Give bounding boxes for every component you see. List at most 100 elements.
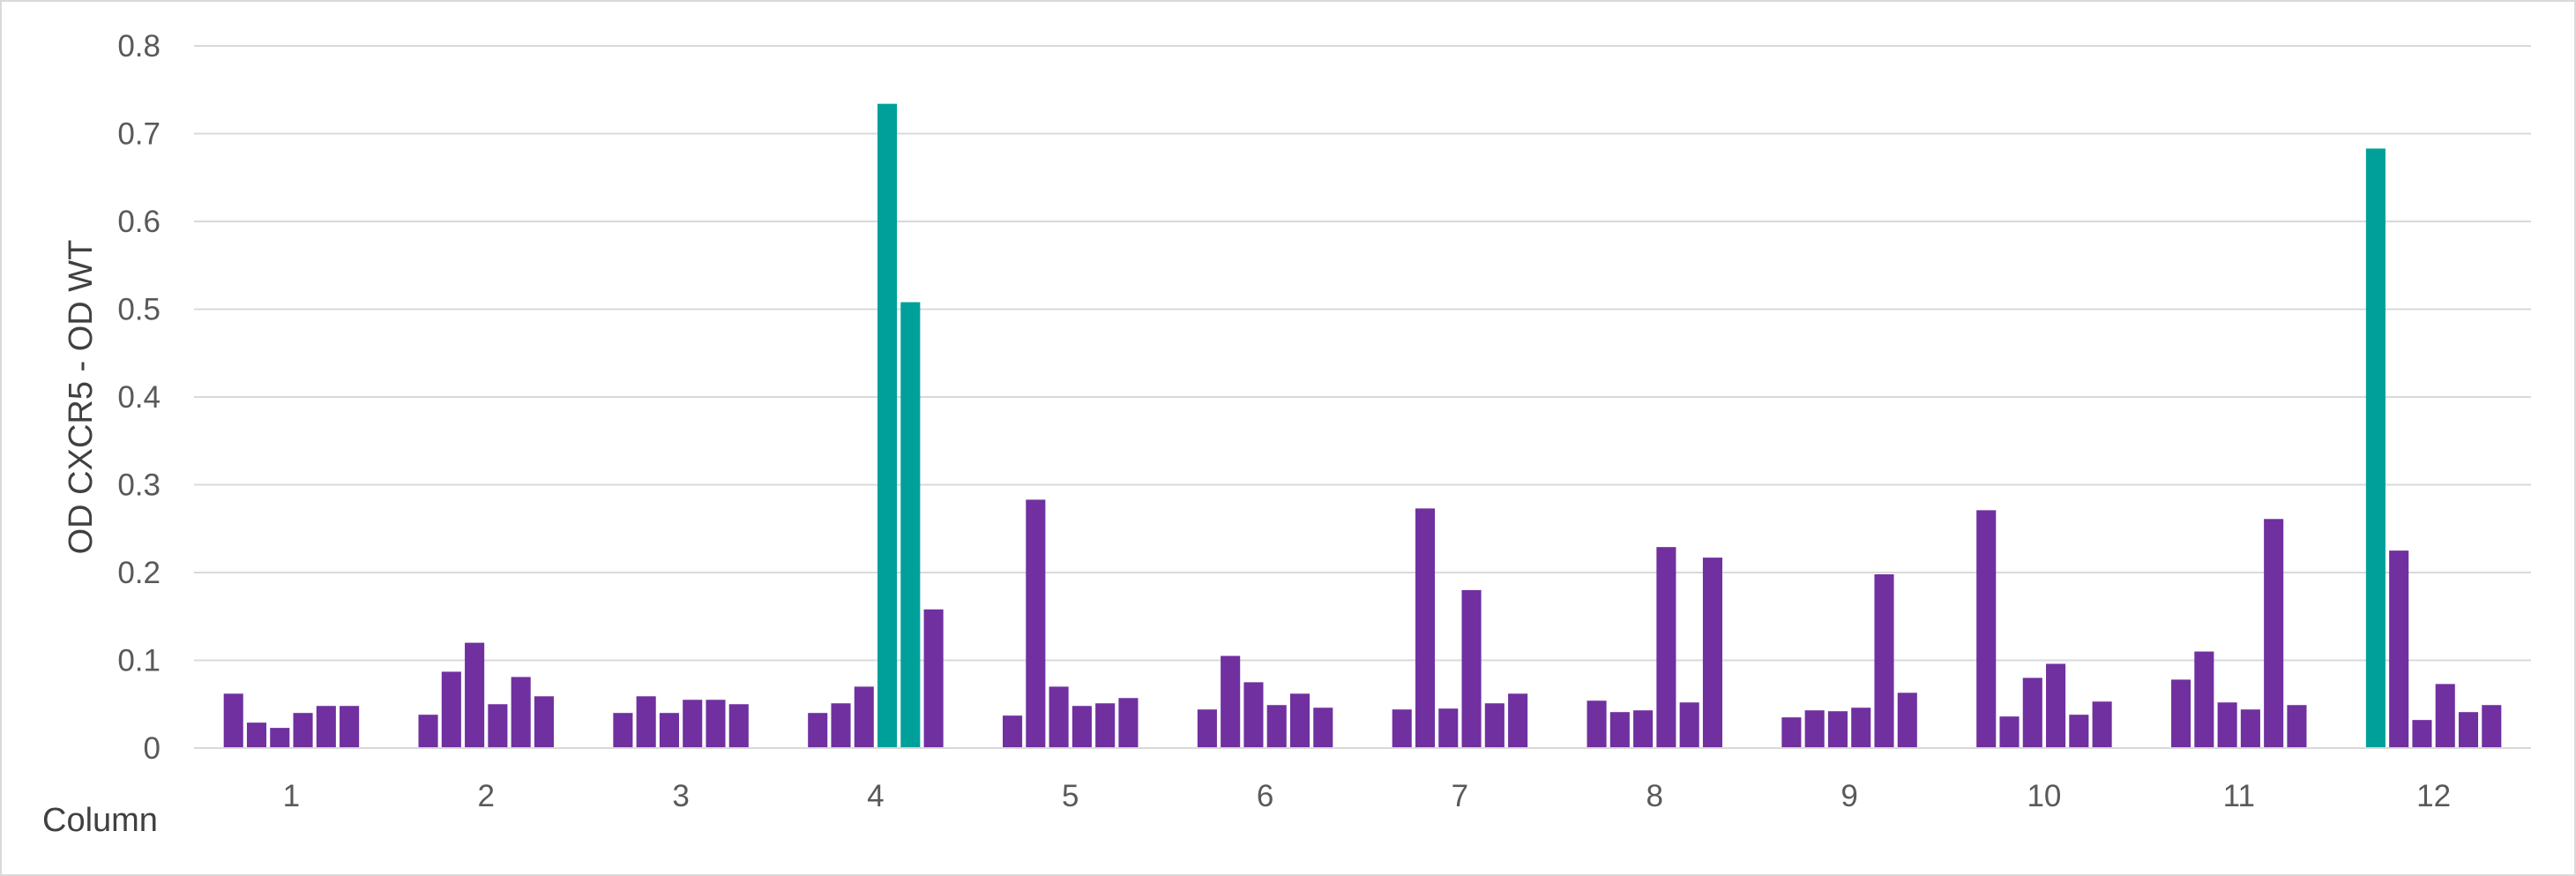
bar: [2482, 705, 2502, 748]
bar: [1071, 706, 1092, 748]
bar: [706, 700, 726, 748]
highlighted-bar: [900, 302, 921, 748]
bar: [831, 703, 851, 748]
bar: [1095, 703, 1116, 748]
bar: [1999, 716, 2020, 748]
bar: [1781, 717, 1802, 748]
bar: [340, 706, 360, 748]
bar: [1438, 708, 1459, 748]
highlighted-bar: [2365, 148, 2386, 749]
x-tick-label: 4: [867, 779, 884, 813]
bar: [1897, 693, 1917, 748]
bar: [2389, 550, 2409, 748]
y-tick-label: 0.4: [117, 380, 161, 415]
bar: [1609, 712, 1630, 748]
y-tick-label: 0.7: [117, 117, 161, 152]
bar: [2092, 701, 2112, 748]
bar: [1221, 655, 1241, 748]
y-axis-title: OD CXCR5 - OD WT: [63, 240, 100, 555]
gridlines: [194, 45, 2531, 749]
bar: [2217, 702, 2237, 748]
x-tick-label: 11: [2223, 779, 2255, 813]
bar: [418, 715, 438, 748]
bar: [2435, 684, 2455, 748]
bar: [1484, 703, 1505, 748]
axes: 00.10.20.30.40.50.60.70.81 2 3 4 5 6 7 8 9 10 11 12: [117, 29, 2531, 813]
bar: [1656, 547, 1676, 748]
bar: [728, 704, 749, 748]
x-tick-label: 9: [1841, 779, 1857, 813]
bar: [511, 677, 531, 748]
bar: [1266, 705, 1287, 748]
bar: [2046, 663, 2066, 748]
x-axis-title: Column: [42, 802, 158, 839]
bar: [488, 704, 508, 748]
bar: [1461, 589, 1482, 748]
bar: [1049, 686, 1069, 748]
bar: [923, 609, 944, 748]
bar: [1804, 710, 1825, 748]
y-tick-label: 0: [144, 731, 161, 766]
x-tick-label: 10: [2027, 779, 2061, 813]
bar: [2240, 709, 2260, 748]
bar: [1392, 709, 1412, 748]
bar: [1702, 558, 1722, 748]
x-tick-label: 2: [478, 779, 495, 813]
bar: [465, 642, 485, 748]
bar: [1026, 499, 1046, 748]
bar: [1289, 693, 1310, 748]
bar: [1197, 709, 1217, 748]
bar: [2069, 715, 2089, 748]
bar: [1243, 682, 1264, 748]
bar: [808, 713, 828, 748]
bar: [683, 700, 703, 748]
bar: [854, 686, 874, 748]
y-tick-label: 0.6: [117, 205, 161, 239]
bar: [1313, 708, 1333, 748]
bar: [1587, 700, 1607, 748]
x-tick-label: 6: [1257, 779, 1273, 813]
bar: [2287, 705, 2307, 748]
bar: [2171, 679, 2191, 748]
bar: [2458, 712, 2479, 748]
x-tick-label: 5: [1062, 779, 1079, 813]
bar: [659, 713, 679, 748]
bar: [2412, 720, 2432, 748]
bar: [613, 713, 633, 748]
bar: [2022, 678, 2042, 748]
bar: [441, 671, 461, 748]
bar: [270, 728, 290, 748]
bar: [1679, 702, 1699, 748]
highlighted-bar: [877, 103, 898, 749]
x-tick-label: 3: [672, 779, 689, 813]
bar: [316, 706, 336, 748]
y-tick-label: 0.3: [117, 468, 161, 503]
y-tick-label: 0.5: [117, 293, 161, 327]
y-tick-label: 0.1: [117, 644, 161, 678]
x-tick-label: 7: [1452, 779, 1468, 813]
bar: [1415, 508, 1436, 748]
y-tick-label: 0.2: [117, 556, 161, 590]
x-tick-label: 12: [2416, 779, 2451, 813]
bars: [223, 103, 2502, 749]
bar: [1633, 710, 1654, 748]
bar: [636, 696, 656, 748]
bar: [1508, 693, 1528, 748]
bar: [246, 723, 267, 748]
bar: [1003, 715, 1023, 748]
bar: [534, 696, 554, 748]
bar: [1851, 708, 1871, 748]
bar: [2264, 519, 2284, 748]
x-tick-label: 1: [283, 779, 300, 813]
bar: [223, 693, 243, 748]
bar: [1976, 510, 1997, 748]
bar: [1874, 573, 1894, 748]
x-tick-label: 8: [1646, 779, 1663, 813]
bar: [2194, 651, 2214, 748]
bar: [293, 713, 313, 748]
bar: [1118, 698, 1139, 748]
y-tick-label: 0.8: [117, 29, 161, 64]
bar: [1827, 711, 1848, 748]
